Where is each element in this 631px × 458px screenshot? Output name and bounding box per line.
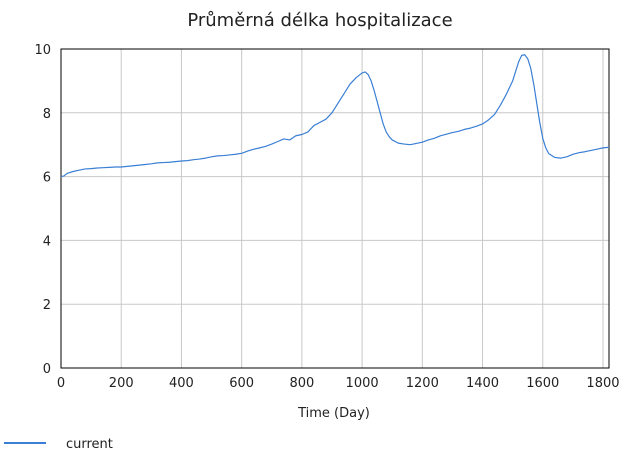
x-tick-label: 1200 xyxy=(406,376,439,391)
series-line-current xyxy=(61,55,609,177)
y-tick-label: 8 xyxy=(43,107,51,122)
y-tick-label: 4 xyxy=(43,234,51,249)
y-tick-label: 10 xyxy=(34,43,51,58)
x-tick-label: 200 xyxy=(109,376,134,391)
plot-frame xyxy=(61,49,609,368)
y-tick-label: 6 xyxy=(43,171,51,186)
x-tick-label: 1600 xyxy=(526,376,559,391)
legend-label-current: current xyxy=(66,437,113,452)
grid-layer xyxy=(61,49,609,368)
y-tick-label: 0 xyxy=(43,362,51,377)
chart-title: Průměrná délka hospitalizace xyxy=(187,10,452,31)
x-axis-label: Time (Day) xyxy=(297,406,370,421)
x-tick-label: 600 xyxy=(229,376,254,391)
x-tick-label: 0 xyxy=(57,376,65,391)
legend: current xyxy=(4,437,113,452)
x-tick-label: 400 xyxy=(169,376,194,391)
series-layer xyxy=(61,55,609,177)
x-tick-label: 1400 xyxy=(466,376,499,391)
tick-layer: 0 200 400 600 800 1000 1200 1400 1600 1800 0 2 4 6 8 10 xyxy=(34,43,619,391)
y-tick-label: 2 xyxy=(43,298,51,313)
x-tick-label: 1800 xyxy=(586,376,619,391)
x-tick-label: 800 xyxy=(289,376,314,391)
x-tick-label: 1000 xyxy=(346,376,379,391)
